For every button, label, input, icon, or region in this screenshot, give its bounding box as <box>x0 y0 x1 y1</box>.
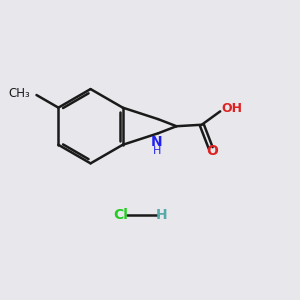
Text: N: N <box>151 135 162 149</box>
Text: CH₃: CH₃ <box>9 87 31 100</box>
Text: Cl: Cl <box>113 208 128 222</box>
Text: O: O <box>206 145 218 158</box>
Text: H: H <box>152 146 161 156</box>
Text: H: H <box>156 208 168 222</box>
Text: OH: OH <box>222 102 243 115</box>
